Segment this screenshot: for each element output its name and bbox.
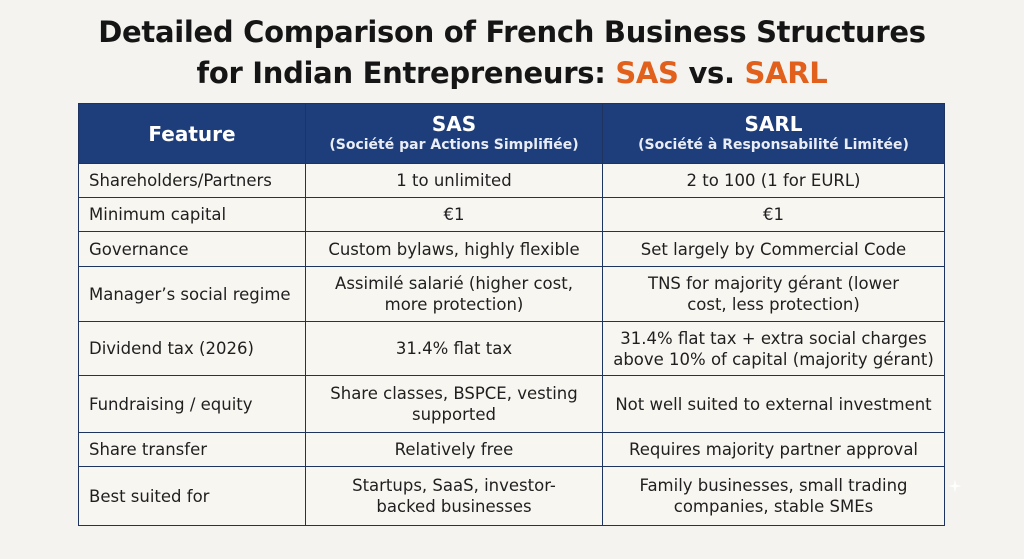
sas-cell-line: more protection) bbox=[384, 295, 524, 314]
sarl-cell: Set largely by Commercial Code bbox=[602, 231, 945, 267]
column-header-sarl-fullname: (Société à Responsabilité Limitée) bbox=[638, 137, 909, 153]
sas-cell-line: Assimilé salarié (higher cost, bbox=[335, 274, 573, 293]
feature-cell: Governance bbox=[78, 231, 306, 267]
table-row: Best suited for Startups, SaaS, investor… bbox=[78, 466, 945, 526]
sas-cell-line: backed businesses bbox=[376, 497, 532, 516]
title-accent-sarl: SARL bbox=[744, 56, 828, 90]
sas-cell-line: Share classes, BSPCE, vesting bbox=[330, 384, 578, 403]
sas-cell-line: supported bbox=[412, 405, 496, 424]
title-accent-sas: SAS bbox=[615, 56, 679, 90]
sarl-cell-line: cost, less protection) bbox=[687, 295, 860, 314]
sarl-cell: Family businesses, small trading compani… bbox=[602, 466, 945, 526]
table-row: Manager’s social regime Assimilé salarié… bbox=[78, 266, 945, 322]
table-row: Dividend tax (2026) 31.4% flat tax 31.4%… bbox=[78, 321, 945, 376]
feature-cell: Best suited for bbox=[78, 466, 306, 526]
sas-cell: Assimilé salarié (higher cost, more prot… bbox=[305, 266, 603, 322]
sas-cell: Custom bylaws, highly flexible bbox=[305, 231, 603, 267]
table-row: Minimum capital €1 €1 bbox=[78, 197, 945, 232]
table-row: Shareholders/Partners 1 to unlimited 2 t… bbox=[78, 163, 945, 198]
feature-cell: Fundraising / equity bbox=[78, 375, 306, 433]
table-row: Governance Custom bylaws, highly flexibl… bbox=[78, 231, 945, 267]
feature-cell: Dividend tax (2026) bbox=[78, 321, 306, 376]
sarl-cell-line: above 10% of capital (majority gérant) bbox=[613, 349, 934, 369]
column-header-feature-label: Feature bbox=[148, 121, 236, 146]
sas-cell: Startups, SaaS, investor- backed busines… bbox=[305, 466, 603, 526]
page-title: Detailed Comparison of French Business S… bbox=[0, 12, 1024, 94]
sas-cell: 1 to unlimited bbox=[305, 163, 603, 198]
sas-cell: Relatively free bbox=[305, 432, 603, 467]
column-header-sas-fullname: (Société par Actions Simplifiée) bbox=[329, 137, 579, 153]
sas-cell: €1 bbox=[305, 197, 603, 232]
sarl-cell-line: Family businesses, small trading bbox=[639, 476, 908, 495]
title-line-2: for Indian Entrepreneurs: SAS vs. SARL bbox=[0, 53, 1024, 94]
sarl-cell: Requires majority partner approval bbox=[602, 432, 945, 467]
sarl-cell: 31.4% flat tax + extra social charges ab… bbox=[602, 321, 945, 376]
column-header-sarl-label: SARL bbox=[744, 112, 803, 136]
sarl-cell: €1 bbox=[602, 197, 945, 232]
sarl-cell-line: TNS for majority gérant (lower bbox=[647, 274, 900, 293]
feature-cell: Shareholders/Partners bbox=[78, 163, 306, 198]
title-line-2-prefix: for Indian Entrepreneurs: bbox=[196, 56, 616, 90]
sas-cell-line: Startups, SaaS, investor- bbox=[352, 476, 556, 495]
title-separator: vs. bbox=[678, 56, 745, 90]
column-header-sas-label: SAS bbox=[431, 112, 477, 136]
column-header-sas: SAS (Société par Actions Simplifiée) bbox=[305, 103, 603, 164]
table-row: Share transfer Relatively free Requires … bbox=[78, 432, 945, 467]
sarl-cell: TNS for majority gérant (lower cost, les… bbox=[602, 266, 945, 322]
table-row: Fundraising / equity Share classes, BSPC… bbox=[78, 375, 945, 433]
column-header-sarl: SARL (Société à Responsabilité Limitée) bbox=[602, 103, 945, 164]
sparkle-watermark-icon bbox=[948, 479, 962, 493]
feature-cell: Minimum capital bbox=[78, 197, 306, 232]
feature-cell: Manager’s social regime bbox=[78, 266, 306, 322]
sarl-cell: 2 to 100 (1 for EURL) bbox=[602, 163, 945, 198]
title-line-1: Detailed Comparison of French Business S… bbox=[98, 15, 926, 49]
sas-cell: 31.4% flat tax bbox=[305, 321, 603, 376]
comparison-table: Feature SAS (Société par Actions Simplif… bbox=[78, 103, 945, 526]
column-header-feature: Feature bbox=[78, 103, 306, 164]
sarl-cell-line: 31.4% flat tax + extra social charges bbox=[620, 328, 927, 348]
sas-cell: Share classes, BSPCE, vesting supported bbox=[305, 375, 603, 433]
sarl-cell: Not well suited to external investment bbox=[602, 375, 945, 433]
sarl-cell-line: companies, stable SMEs bbox=[673, 497, 874, 516]
feature-cell: Share transfer bbox=[78, 432, 306, 467]
table-header-row: Feature SAS (Société par Actions Simplif… bbox=[78, 103, 945, 164]
